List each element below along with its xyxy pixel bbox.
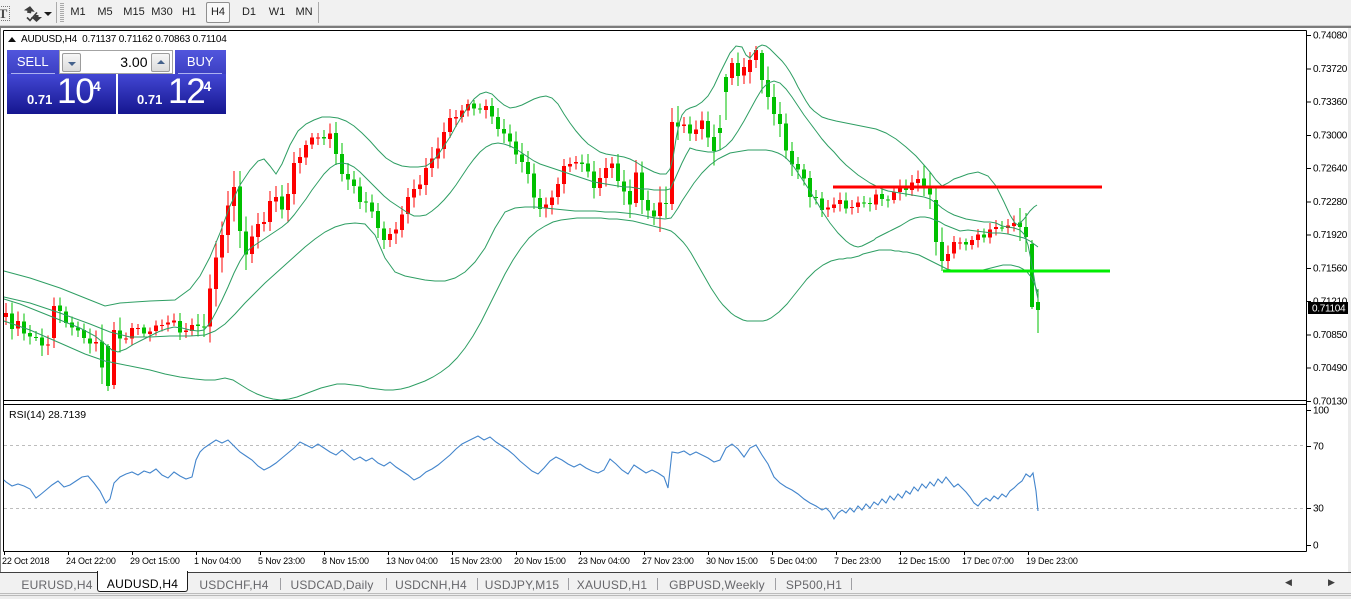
svg-text:0: 0 <box>1313 541 1319 552</box>
svg-text:15 Nov 23:00: 15 Nov 23:00 <box>450 556 502 566</box>
svg-text:0.71560: 0.71560 <box>1313 263 1348 274</box>
svg-text:RSI(14) 28.7139: RSI(14) 28.7139 <box>9 409 86 421</box>
svg-text:0.73360: 0.73360 <box>1313 97 1348 108</box>
svg-text:19 Dec 23:00: 19 Dec 23:00 <box>1026 556 1078 566</box>
svg-text:0.71104: 0.71104 <box>1312 304 1346 315</box>
svg-text:5 Dec 04:00: 5 Dec 04:00 <box>770 556 817 566</box>
svg-text:17 Dec 07:00: 17 Dec 07:00 <box>962 556 1014 566</box>
svg-text:0.70130: 0.70130 <box>1313 396 1348 407</box>
svg-text:7 Dec 23:00: 7 Dec 23:00 <box>834 556 881 566</box>
svg-text:12 Dec 15:00: 12 Dec 15:00 <box>898 556 950 566</box>
svg-text:0.74080: 0.74080 <box>1313 31 1348 42</box>
svg-text:100: 100 <box>1313 406 1330 417</box>
svg-text:0.72280: 0.72280 <box>1313 197 1348 208</box>
svg-text:1 Nov 04:00: 1 Nov 04:00 <box>194 556 241 566</box>
svg-text:70: 70 <box>1313 442 1324 453</box>
svg-text:30: 30 <box>1313 504 1324 515</box>
svg-text:24 Oct 22:00: 24 Oct 22:00 <box>66 556 116 566</box>
svg-text:27 Nov 23:00: 27 Nov 23:00 <box>642 556 694 566</box>
svg-text:29 Oct 15:00: 29 Oct 15:00 <box>130 556 180 566</box>
svg-text:8 Nov 15:00: 8 Nov 15:00 <box>322 556 369 566</box>
svg-text:5 Nov 23:00: 5 Nov 23:00 <box>258 556 305 566</box>
svg-text:23 Nov 04:00: 23 Nov 04:00 <box>578 556 630 566</box>
svg-text:13 Nov 04:00: 13 Nov 04:00 <box>386 556 438 566</box>
svg-text:0.73720: 0.73720 <box>1313 64 1348 75</box>
svg-text:0.71920: 0.71920 <box>1313 230 1348 241</box>
svg-text:30 Nov 15:00: 30 Nov 15:00 <box>706 556 758 566</box>
svg-text:20 Nov 15:00: 20 Nov 15:00 <box>514 556 566 566</box>
svg-text:0.72640: 0.72640 <box>1313 164 1348 175</box>
svg-text:0.73000: 0.73000 <box>1313 130 1348 141</box>
svg-text:0.70490: 0.70490 <box>1313 363 1348 374</box>
svg-text:22 Oct 2018: 22 Oct 2018 <box>2 556 50 566</box>
svg-text:0.70850: 0.70850 <box>1313 330 1348 341</box>
